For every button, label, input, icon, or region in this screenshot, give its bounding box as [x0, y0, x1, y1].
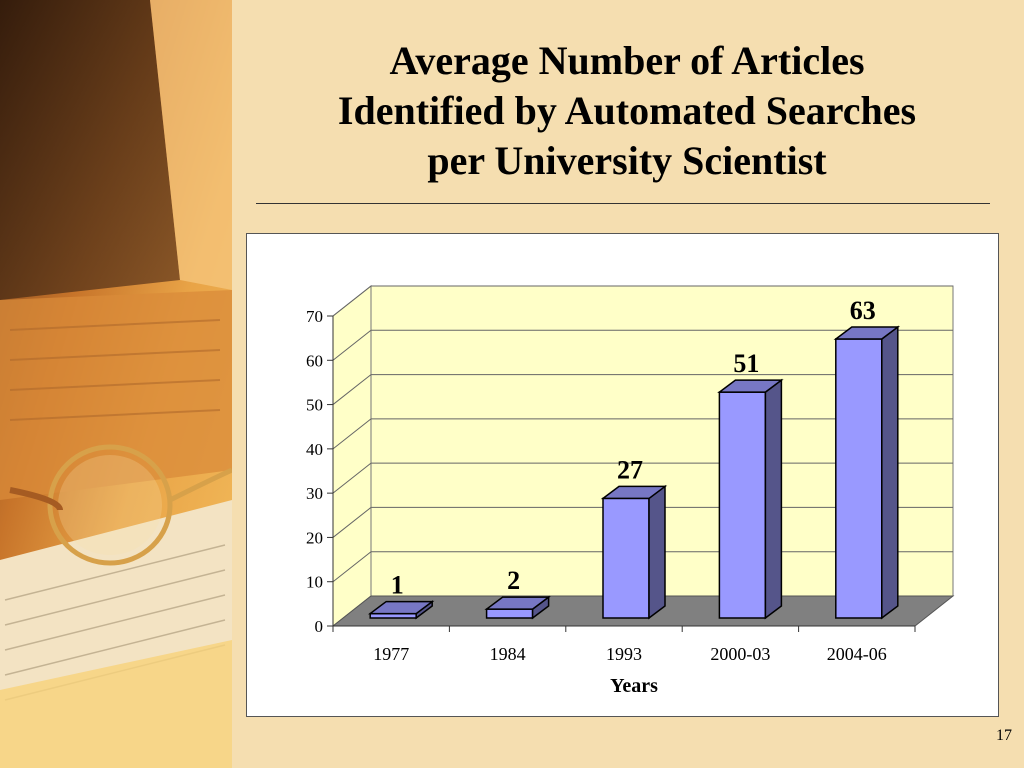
bar	[835, 338, 883, 619]
bar-top	[717, 379, 784, 393]
data-label: 63	[850, 296, 876, 325]
y-tick-label: 30	[306, 484, 323, 503]
y-tick-label: 0	[315, 617, 324, 636]
bar-top	[833, 326, 901, 340]
y-tick-label: 70	[306, 307, 323, 326]
bar-side	[764, 378, 783, 620]
x-tick-label: 2004-06	[827, 644, 887, 664]
data-label: 27	[617, 455, 643, 484]
data-label: 1	[391, 571, 404, 600]
gridline	[332, 329, 953, 361]
title-line: Identified by Automated Searches	[337, 88, 917, 133]
x-axis-title: Years	[610, 675, 658, 697]
x-tick-label: 2000-03	[710, 644, 770, 664]
plot-side-wall	[332, 284, 372, 628]
bar-top	[484, 596, 551, 610]
bar-top	[600, 485, 668, 500]
bar	[485, 608, 534, 619]
bar	[718, 391, 767, 619]
x-tick-label: 1993	[606, 644, 642, 664]
gridline	[332, 285, 953, 317]
y-tick-label: 40	[306, 440, 323, 459]
chart-container: 0 10 20 30 40 50 60 70 1 1977 2 1984 27 1993 51 2000-03…	[246, 233, 999, 717]
y-tick-label: 50	[306, 396, 323, 415]
bar-top	[367, 600, 435, 615]
data-label: 51	[733, 349, 759, 378]
title-line: per University Scientist	[427, 138, 827, 183]
bar	[602, 497, 650, 619]
x-tick-label: 1977	[373, 644, 409, 664]
data-label: 2	[507, 566, 520, 595]
x-tick-label: 1984	[490, 644, 526, 664]
title-divider	[256, 203, 990, 204]
bar-side	[881, 325, 899, 620]
y-tick-label: 60	[306, 351, 323, 370]
decorative-background-image	[0, 0, 232, 768]
bar-chart: 0 10 20 30 40 50 60 70 1 1977 2 1984 27 1993 51 2000-03…	[306, 284, 955, 697]
y-tick-label: 10	[306, 573, 323, 592]
title-line: Average Number of Articles	[389, 38, 865, 83]
slide-title: Average Number of Articles Identified by…	[262, 36, 992, 186]
bar-side	[648, 484, 666, 620]
page-number: 17	[996, 727, 1012, 744]
gridline	[332, 374, 953, 405]
y-tick-label: 20	[306, 528, 323, 547]
